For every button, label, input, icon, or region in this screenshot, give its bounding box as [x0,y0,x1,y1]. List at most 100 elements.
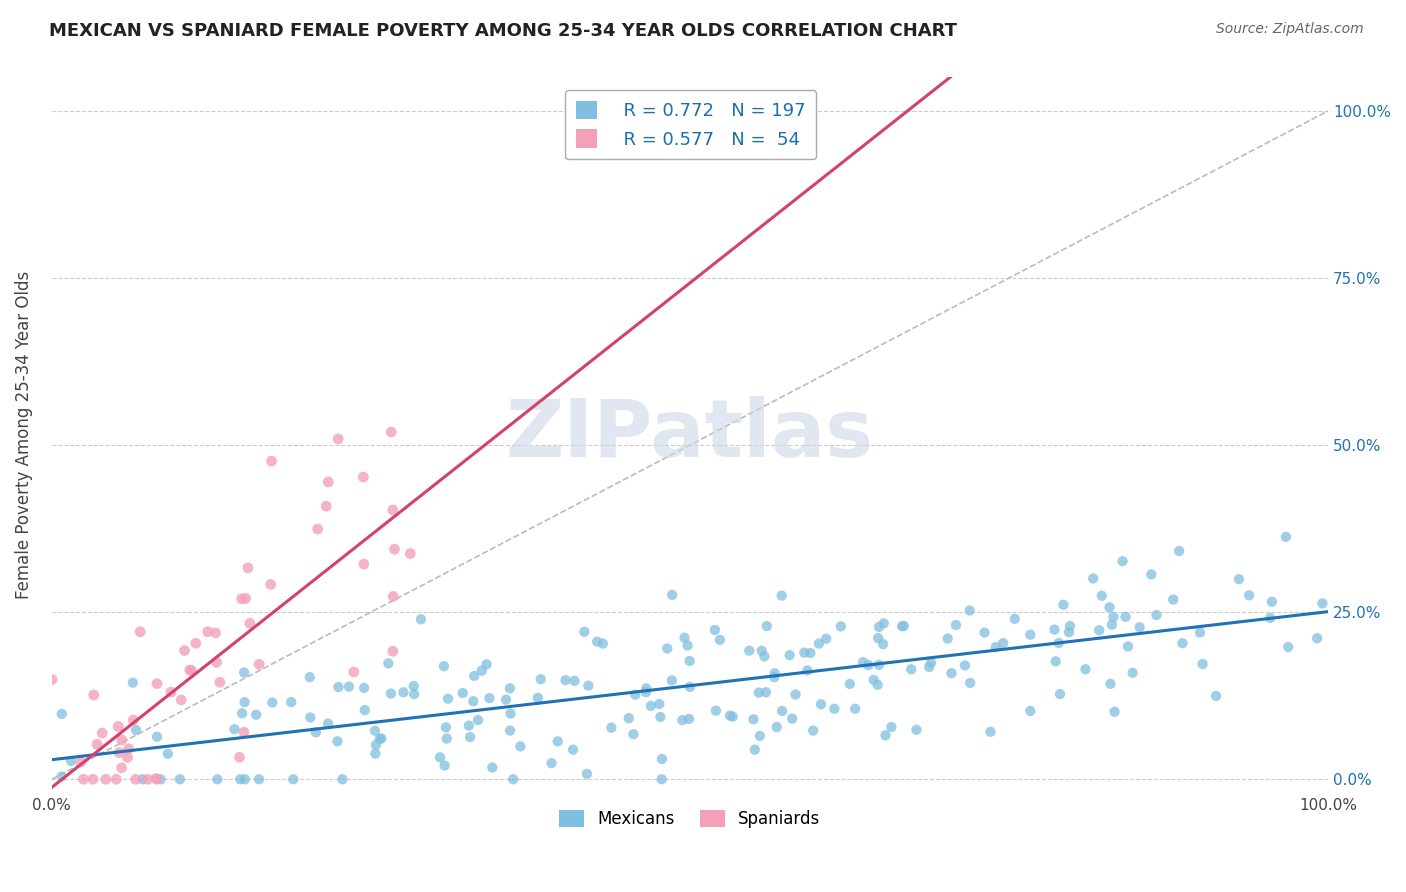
Point [117,750,139,764]
Point [709,632,731,647]
Point [305,725,328,739]
Point [233,772,256,787]
Point [499,681,522,696]
Point [409,612,432,626]
Point [575,767,598,781]
Point [235,591,257,606]
Point [651,752,673,766]
Point [755,619,778,633]
Point [793,646,815,660]
Point [170,693,193,707]
Point [636,681,658,696]
Point [1188,625,1211,640]
Point [51,706,73,721]
Point [205,656,228,670]
Text: Source: ZipAtlas.com: Source: ZipAtlas.com [1216,22,1364,37]
Point [1101,617,1123,632]
Point [146,730,169,744]
Point [648,697,671,711]
Point [111,733,134,747]
Point [156,747,179,761]
Point [763,670,786,684]
Point [60,754,83,768]
Point [959,603,981,617]
Point [146,772,169,787]
Point [129,624,152,639]
Point [280,695,302,709]
Point [765,720,787,734]
Point [475,657,498,672]
Point [547,734,569,748]
Point [1052,598,1074,612]
Point [208,675,231,690]
Point [433,758,456,772]
Point [679,680,702,694]
Point [1099,677,1122,691]
Point [51,770,73,784]
Point [160,685,183,699]
Point [678,712,700,726]
Point [380,687,402,701]
Point [1104,705,1126,719]
Point [624,688,647,702]
Point [353,557,375,571]
Point [905,723,928,737]
Point [260,454,283,468]
Point [1205,689,1227,703]
Point [796,664,818,678]
Point [754,649,776,664]
Point [83,688,105,702]
Point [72,772,94,787]
Point [146,676,169,690]
Point [623,727,645,741]
Point [1049,687,1071,701]
Point [1129,620,1152,634]
Point [873,616,896,631]
Point [592,636,614,650]
Point [467,713,489,727]
Point [823,702,845,716]
Point [1088,624,1111,638]
Point [343,665,366,679]
Point [1144,608,1167,623]
Point [574,624,596,639]
Point [437,691,460,706]
Point [866,678,889,692]
Point [1019,704,1042,718]
Point [617,711,640,725]
Point [495,692,517,706]
Point [1047,636,1070,650]
Point [673,631,696,645]
Point [463,694,485,708]
Point [718,708,741,723]
Point [564,673,586,688]
Point [145,772,167,786]
Point [779,648,801,663]
Point [107,719,129,733]
Point [576,679,599,693]
Point [704,704,727,718]
Legend: Mexicans, Spaniards: Mexicans, Spaniards [553,803,827,834]
Point [748,685,770,699]
Point [763,666,786,681]
Point [1074,662,1097,676]
Point [364,738,387,752]
Point [353,681,375,695]
Point [770,704,793,718]
Point [1102,610,1125,624]
Point [239,616,262,631]
Y-axis label: Female Poverty Among 25-34 Year Olds: Female Poverty Among 25-34 Year Olds [15,271,32,599]
Point [117,741,139,756]
Point [228,750,250,764]
Point [810,698,832,712]
Point [738,644,761,658]
Point [509,739,531,754]
Point [868,620,890,634]
Point [1191,657,1213,671]
Point [959,676,981,690]
Point [1277,640,1299,654]
Point [121,675,143,690]
Point [671,713,693,727]
Point [377,657,399,671]
Point [122,713,145,727]
